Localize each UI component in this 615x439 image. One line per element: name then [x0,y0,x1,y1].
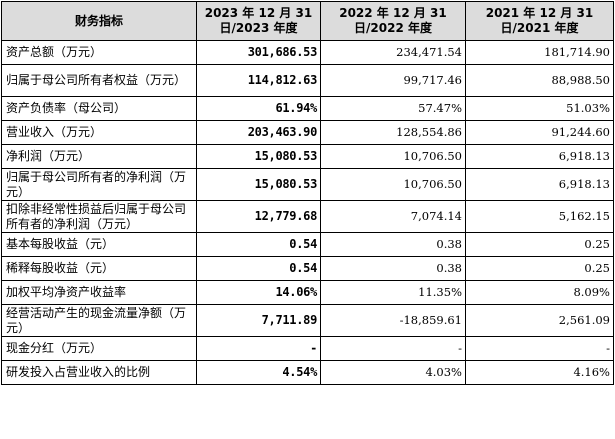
table-row: 现金分红（万元） - - - [1,336,614,361]
table-row: 资产负债率（母公司） 61.94% 57.47% 51.03% [1,96,614,121]
cell-2022: 11.35% [320,280,466,305]
cell-2022: 234,471.54 [320,40,466,65]
row-label: 营业收入（万元） [1,120,197,145]
cell-2021: 8.09% [465,280,614,305]
cell-2021: 181,714.90 [465,40,614,65]
cell-2022: 128,554.86 [320,120,466,145]
cell-2022: 99,717.46 [320,64,466,97]
cell-2022: 10,706.50 [320,168,466,201]
cell-2021: 88,988.50 [465,64,614,97]
cell-2023: 0.54 [196,256,321,281]
cell-2021: 6,918.13 [465,144,614,169]
cell-2023: 12,779.68 [196,200,321,233]
row-label: 净利润（万元） [1,144,197,169]
cell-2021: 91,244.60 [465,120,614,145]
table-row: 基本每股收益（元） 0.54 0.38 0.25 [1,232,614,257]
table-row: 营业收入（万元） 203,463.90 128,554.86 91,244.60 [1,120,614,145]
row-label: 稀释每股收益（元） [1,256,197,281]
table-row: 经营活动产生的现金流量净额（万元） 7,711.89 -18,859.61 2,… [1,304,614,337]
cell-2023: 14.06% [196,280,321,305]
table-row: 扣除非经常性损益后归属于母公司所有者的净利润（万元） 12,779.68 7,0… [1,200,614,233]
cell-2022: - [320,336,466,361]
cell-2022: -18,859.61 [320,304,466,337]
cell-2023: 203,463.90 [196,120,321,145]
table-row: 净利润（万元） 15,080.53 10,706.50 6,918.13 [1,144,614,169]
row-label: 经营活动产生的现金流量净额（万元） [1,304,197,337]
cell-2021: - [465,336,614,361]
header-row: 财务指标 2023 年 12 月 31 日/2023 年度 2022 年 12 … [1,1,614,41]
header-2023: 2023 年 12 月 31 日/2023 年度 [196,1,321,41]
row-label: 扣除非经常性损益后归属于母公司所有者的净利润（万元） [1,200,197,233]
cell-2022: 57.47% [320,96,466,121]
cell-2023: 4.54% [196,360,321,385]
cell-2023: 114,812.63 [196,64,321,97]
financial-indicators-table: 财务指标 2023 年 12 月 31 日/2023 年度 2022 年 12 … [1,1,614,385]
row-label: 资产负债率（母公司） [1,96,197,121]
cell-2023: 15,080.53 [196,168,321,201]
cell-2023: - [196,336,321,361]
table-row: 资产总额（万元） 301,686.53 234,471.54 181,714.9… [1,40,614,65]
header-2022: 2022 年 12 月 31 日/2022 年度 [320,1,466,41]
table-row: 稀释每股收益（元） 0.54 0.38 0.25 [1,256,614,281]
row-label: 现金分红（万元） [1,336,197,361]
header-indicator: 财务指标 [1,1,197,41]
cell-2021: 4.16% [465,360,614,385]
cell-2021: 6,918.13 [465,168,614,201]
cell-2022: 0.38 [320,256,466,281]
cell-2021: 5,162.15 [465,200,614,233]
cell-2022: 7,074.14 [320,200,466,233]
table-row: 研发投入占营业收入的比例 4.54% 4.03% 4.16% [1,360,614,385]
table-row: 加权平均净资产收益率 14.06% 11.35% 8.09% [1,280,614,305]
cell-2021: 0.25 [465,256,614,281]
cell-2023: 7,711.89 [196,304,321,337]
row-label: 资产总额（万元） [1,40,197,65]
row-label: 归属于母公司所有者的净利润（万元） [1,168,197,201]
cell-2021: 51.03% [465,96,614,121]
row-label: 研发投入占营业收入的比例 [1,360,197,385]
cell-2022: 0.38 [320,232,466,257]
cell-2022: 4.03% [320,360,466,385]
table-row: 归属于母公司所有者的净利润（万元） 15,080.53 10,706.50 6,… [1,168,614,201]
row-label: 归属于母公司所有者权益（万元） [1,64,197,97]
cell-2023: 0.54 [196,232,321,257]
cell-2021: 0.25 [465,232,614,257]
row-label: 基本每股收益（元） [1,232,197,257]
header-2021: 2021 年 12 月 31 日/2021 年度 [465,1,614,41]
cell-2023: 15,080.53 [196,144,321,169]
table-row: 归属于母公司所有者权益（万元） 114,812.63 99,717.46 88,… [1,64,614,97]
row-label: 加权平均净资产收益率 [1,280,197,305]
cell-2023: 61.94% [196,96,321,121]
cell-2021: 2,561.09 [465,304,614,337]
cell-2023: 301,686.53 [196,40,321,65]
cell-2022: 10,706.50 [320,144,466,169]
